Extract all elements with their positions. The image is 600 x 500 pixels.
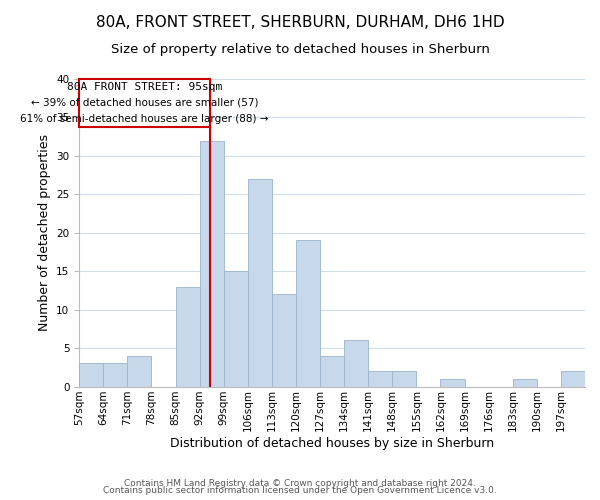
Text: Contains public sector information licensed under the Open Government Licence v3: Contains public sector information licen… [103,486,497,495]
Bar [344,340,368,386]
Bar [272,294,296,386]
Text: ← 39% of detached houses are smaller (57): ← 39% of detached houses are smaller (57… [31,98,258,108]
Text: Size of property relative to detached houses in Sherburn: Size of property relative to detached ho… [110,42,490,56]
Y-axis label: Number of detached properties: Number of detached properties [38,134,50,332]
Bar [513,379,537,386]
Text: 61% of semi-detached houses are larger (88) →: 61% of semi-detached houses are larger (… [20,114,269,124]
Bar [79,364,103,386]
Bar [176,286,200,386]
Bar [368,371,392,386]
Text: 80A FRONT STREET: 95sqm: 80A FRONT STREET: 95sqm [67,82,222,92]
Bar [561,371,585,386]
Bar [248,179,272,386]
Bar [200,140,224,386]
Bar [79,79,210,126]
Text: 80A, FRONT STREET, SHERBURN, DURHAM, DH6 1HD: 80A, FRONT STREET, SHERBURN, DURHAM, DH6… [95,15,505,30]
Bar [296,240,320,386]
Text: Contains HM Land Registry data © Crown copyright and database right 2024.: Contains HM Land Registry data © Crown c… [124,478,476,488]
Bar [392,371,416,386]
Bar [127,356,151,386]
Bar [320,356,344,386]
X-axis label: Distribution of detached houses by size in Sherburn: Distribution of detached houses by size … [170,437,494,450]
Bar [224,271,248,386]
Bar [440,379,464,386]
Bar [103,364,127,386]
